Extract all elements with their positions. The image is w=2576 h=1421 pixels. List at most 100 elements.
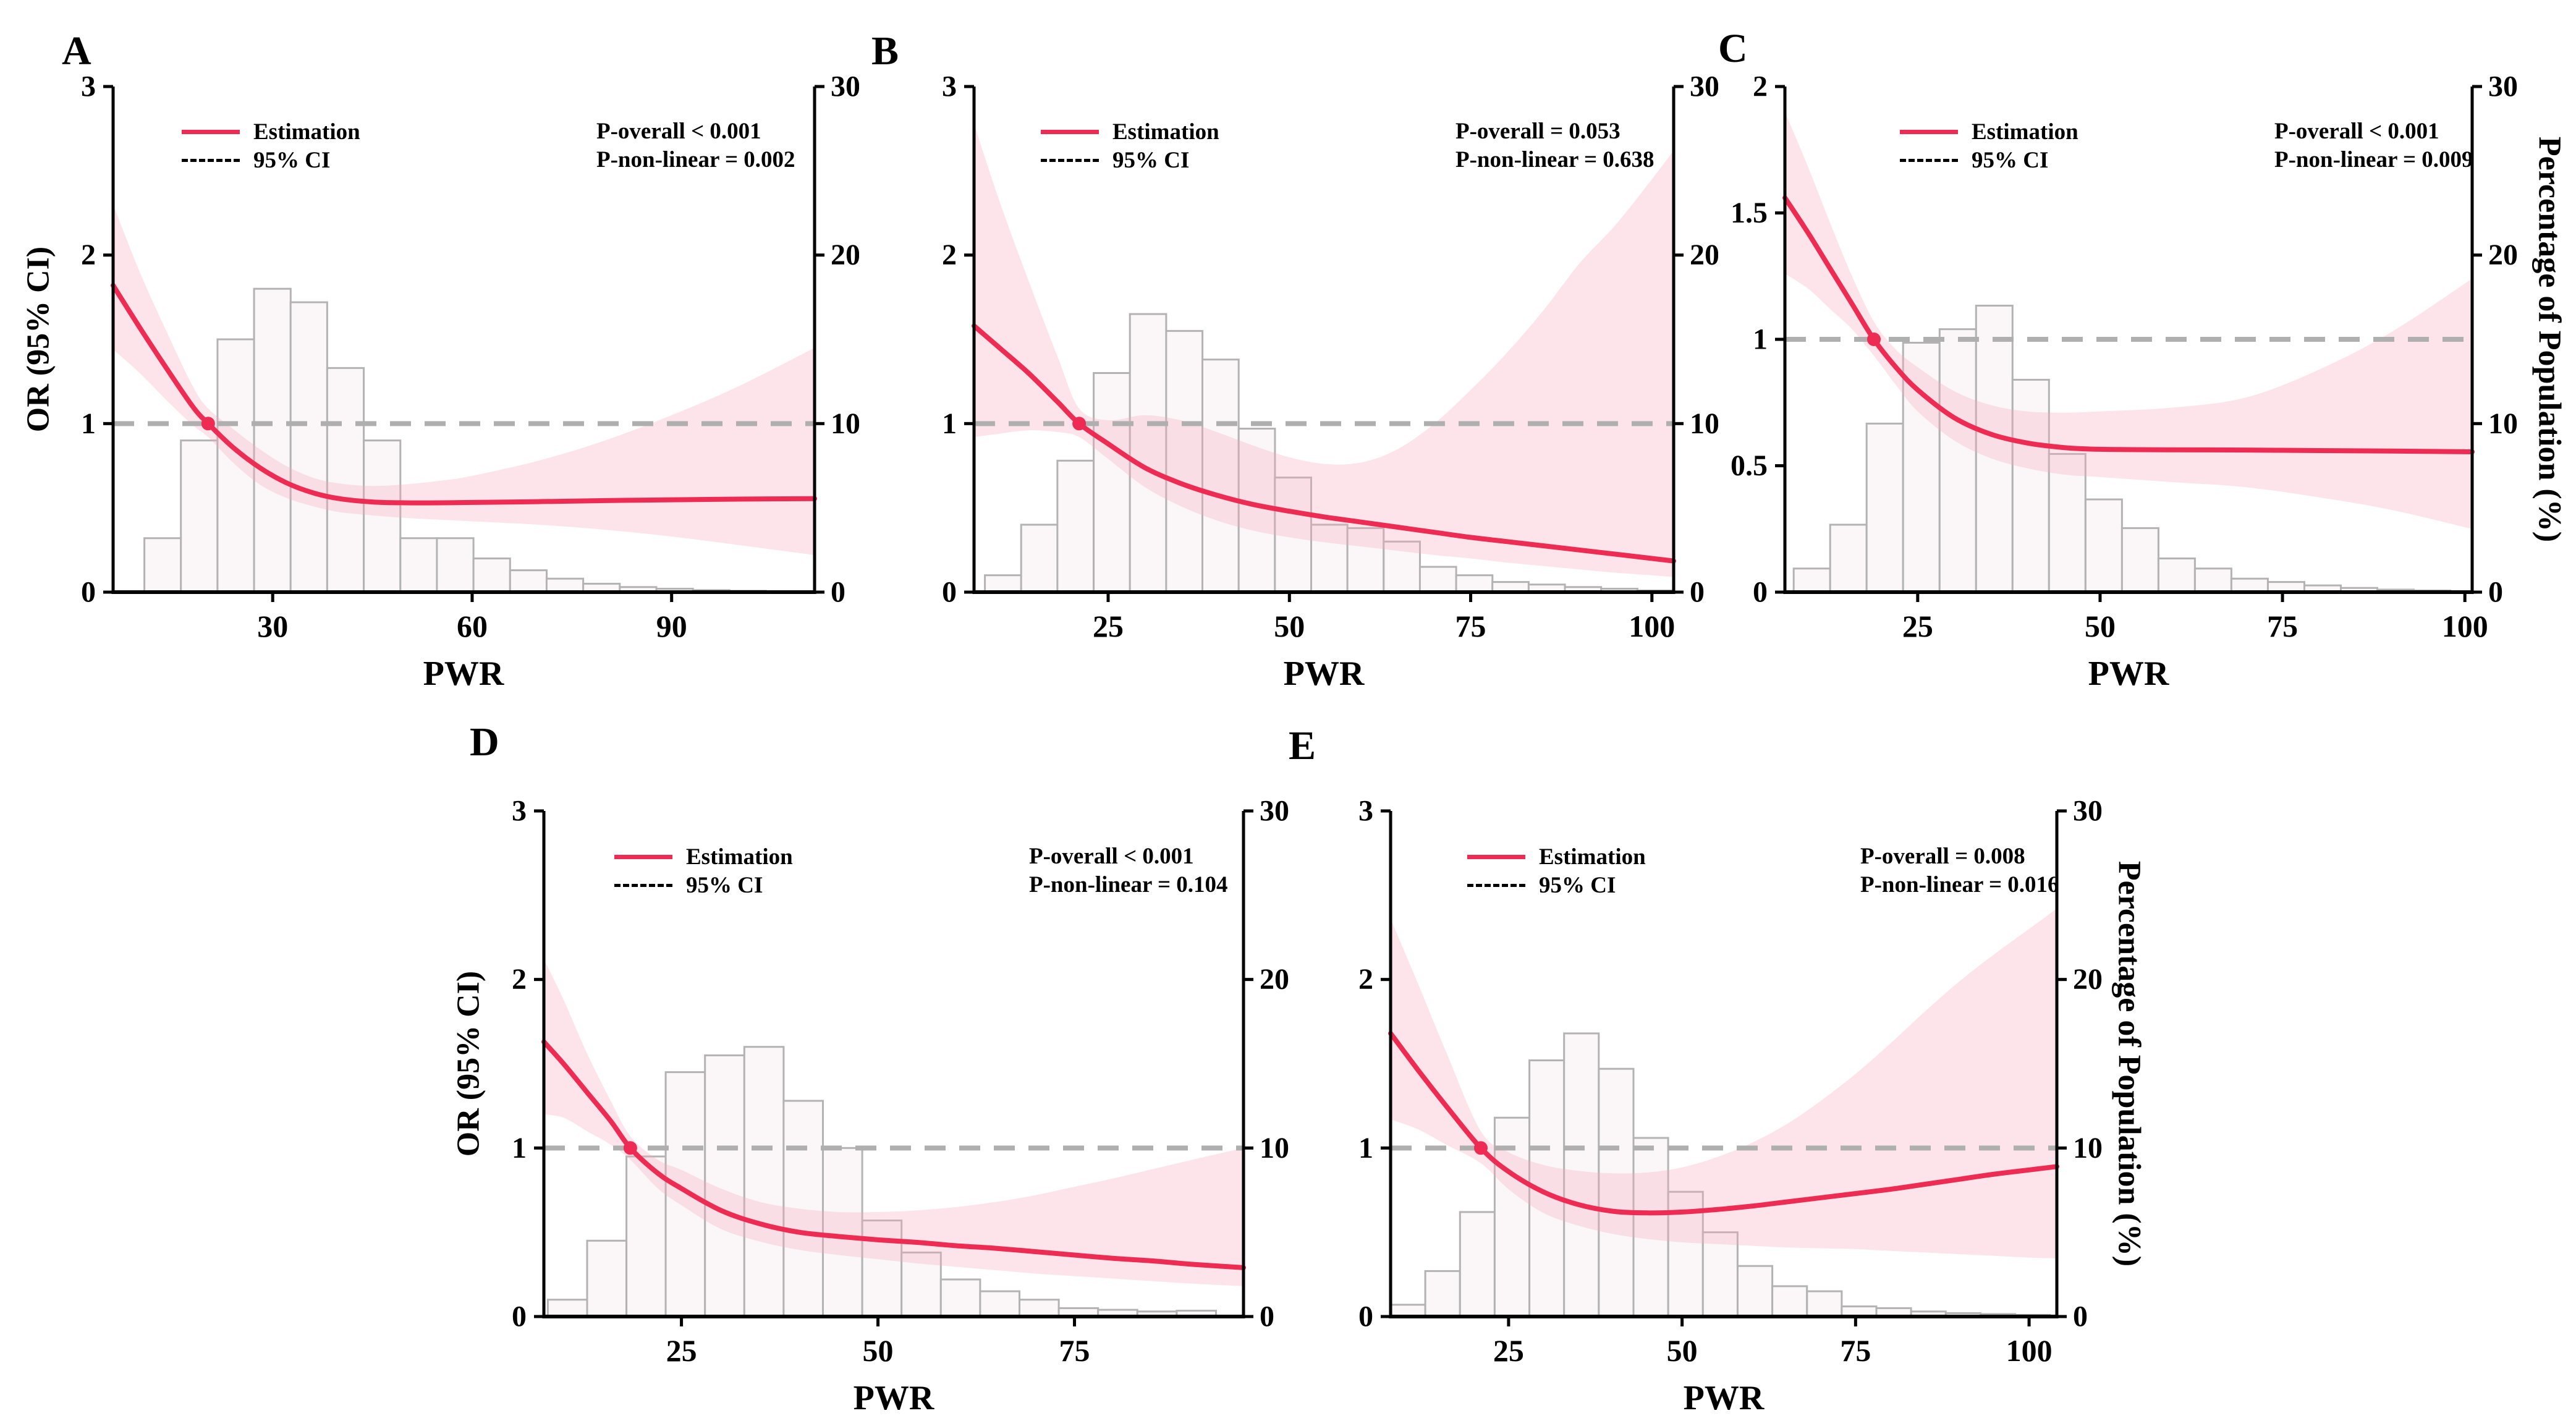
crossing-dot (623, 1141, 637, 1155)
histogram-bar (2121, 527, 2159, 593)
x-tick-label: 100 (2442, 609, 2488, 643)
p-non-linear-text: P-non-linear = 0.104 (1029, 872, 1228, 897)
estimation-line-sample-icon (1041, 129, 1099, 134)
estimation-curve (111, 282, 817, 506)
y-left-tick-label: 2 (942, 239, 957, 271)
legend: Estimation 95% CI (182, 117, 360, 174)
legend-ci-label: 95% CI (253, 147, 331, 173)
ci-line-sample-icon (1900, 158, 1958, 162)
y-left-tick-label: 3 (81, 70, 96, 103)
panel-letter: C (1718, 26, 1748, 71)
ci-line-sample-icon (182, 158, 240, 162)
y-left-tick-label: 1 (81, 407, 96, 440)
x-tick-label: 25 (1902, 609, 1933, 643)
y-right-tick-label: 10 (831, 407, 859, 440)
legend-estimation-label: Estimation (1972, 119, 2078, 145)
y-left-tick-label: 1 (942, 407, 957, 440)
y-right-tick-label: 0 (1260, 1300, 1274, 1333)
histogram-bar (1459, 1211, 1496, 1318)
estimation-curve (972, 323, 1676, 564)
ci-band (544, 959, 1244, 1286)
y-right-tick-label: 20 (1260, 963, 1289, 996)
panel-D: 0 1 2 3 0 10 20 30 25 50 75 D Estimation 95% CI P-… (433, 711, 1292, 1421)
x-axis-title: PWR (1283, 655, 1365, 693)
estimation-curve (1782, 195, 2475, 454)
legend-row-ci: 95% CI (614, 871, 793, 899)
y-right-tick-label: 20 (831, 239, 859, 271)
histogram-bar (1975, 305, 2014, 593)
histogram-bar (2230, 577, 2269, 593)
panel-A: 0 1 2 3 0 10 20 30 30 60 90 A Estimation 95% CI P-… (0, 0, 860, 711)
y-right-tick-label: 0 (2073, 1300, 2088, 1333)
p-overall-text: P-overall < 0.001 (2274, 119, 2439, 144)
x-tick-label: 75 (1455, 609, 1486, 643)
x-axis-title: PWR (1683, 1379, 1765, 1417)
histogram-bar (1598, 1067, 1635, 1318)
legend-row-ci: 95% CI (182, 146, 360, 174)
y-right-tick-label: 20 (2073, 963, 2103, 996)
x-tick-label: 90 (656, 609, 687, 643)
p-overall-text: P-overall = 0.053 (1455, 119, 1621, 144)
y-left-tick-label: 0.5 (1731, 449, 1768, 482)
histogram-bar (546, 1299, 588, 1318)
histogram-bar (743, 1046, 785, 1318)
crossing-dot (1867, 333, 1881, 346)
estimation-line-sample-icon (1900, 129, 1958, 134)
histogram-bar (1455, 574, 1494, 593)
legend-row-ci: 95% CI (1900, 146, 2078, 174)
histogram-bar (1020, 524, 1059, 593)
estimation-line-sample-icon (1467, 854, 1525, 859)
legend-ci-label: 95% CI (1972, 147, 2049, 173)
histogram-bar (1829, 524, 1868, 593)
histogram-bar (1938, 328, 1977, 593)
x-tick-label: 50 (1667, 1333, 1698, 1368)
histogram-bar (2084, 498, 2123, 593)
p-non-linear-text: P-non-linear = 0.638 (1455, 147, 1654, 172)
histogram-bar (1237, 428, 1276, 593)
histogram-bar (586, 1239, 628, 1318)
x-tick-label: 75 (1059, 1333, 1090, 1368)
histogram-bar (2157, 558, 2196, 593)
y-right-axis-title: Percentage of Population (%) (2111, 860, 2147, 1267)
y-left-tick-label: 1 (1753, 323, 1768, 356)
y-left-axis-title: OR (95% CI) (451, 970, 486, 1157)
x-tick-label: 50 (2085, 609, 2116, 643)
p-non-linear-text: P-non-linear = 0.016 (1860, 872, 2059, 897)
histogram-bar (782, 1100, 824, 1318)
legend-row-estimation: Estimation (182, 117, 360, 146)
y-left-tick-label: 3 (512, 795, 527, 828)
y-right-tick-label: 10 (1260, 1132, 1289, 1164)
x-tick-label: 30 (257, 609, 288, 643)
x-tick-label: 100 (2006, 1333, 2053, 1368)
histogram-bar (1771, 1285, 1808, 1318)
histogram-bar (1056, 459, 1095, 593)
p-values: P-overall = 0.053 P-non-linear = 0.638 (1455, 117, 1654, 174)
y-right-tick-label: 0 (831, 576, 845, 609)
y-right-tick-label: 10 (2488, 407, 2518, 440)
crossing-dot (1072, 417, 1087, 431)
histogram-bar (2048, 452, 2087, 593)
panel-letter: E (1289, 723, 1316, 768)
p-values: P-overall = 0.008 P-non-linear = 0.016 (1860, 842, 2059, 899)
p-overall-text: P-overall < 0.001 (1029, 844, 1194, 869)
y-left-tick-label: 0 (1358, 1300, 1373, 1333)
legend-row-estimation: Estimation (1041, 117, 1219, 146)
y-right-tick-label: 30 (1260, 795, 1289, 828)
legend-row-estimation: Estimation (1467, 842, 1646, 871)
p-values: P-overall < 0.001 P-non-linear = 0.002 (596, 117, 795, 174)
y-left-tick-label: 3 (1358, 795, 1373, 828)
x-tick-label: 75 (1840, 1333, 1871, 1368)
y-left-tick-label: 2 (512, 963, 527, 996)
p-overall-text: P-overall = 0.008 (1860, 844, 2025, 869)
p-non-linear-text: P-non-linear = 0.002 (596, 147, 795, 172)
histogram-bar (1865, 422, 1904, 593)
crossing-dot (201, 417, 215, 431)
legend-row-ci: 95% CI (1041, 146, 1219, 174)
ci-line-sample-icon (1467, 883, 1525, 887)
panel-letter: A (62, 28, 91, 74)
p-non-linear-text: P-non-linear = 0.009 (2274, 147, 2473, 172)
